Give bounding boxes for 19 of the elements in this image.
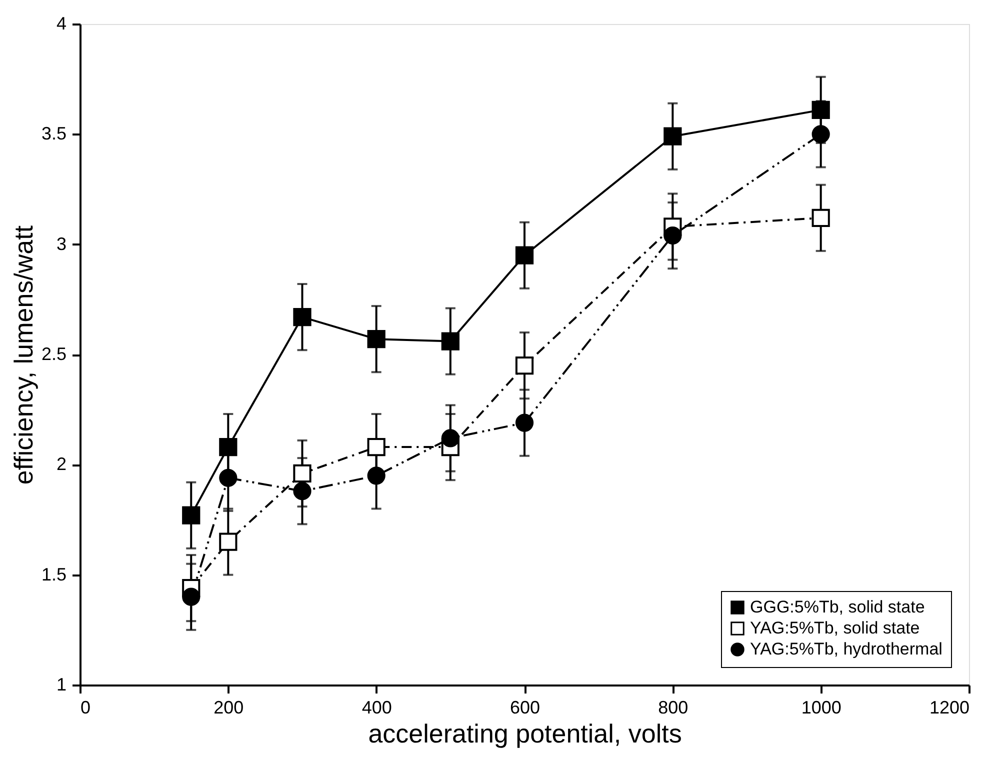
x-tick-label: 400 bbox=[362, 698, 392, 718]
y-tick-label: 1.5 bbox=[41, 564, 66, 584]
x-axis-title: accelerating potential, volts bbox=[368, 718, 682, 748]
legend-label: YAG:5%Tb, hydrothermal bbox=[750, 640, 942, 658]
y-tick-label: 2 bbox=[56, 454, 66, 474]
x-tick-label: 1200 bbox=[929, 698, 970, 718]
x-tick-label: 1000 bbox=[801, 698, 842, 718]
y-tick-label: 2.5 bbox=[41, 344, 66, 364]
y-tick-label: 4 bbox=[56, 14, 66, 34]
y-tick-label: 3.5 bbox=[41, 124, 66, 144]
x-tick-label: 600 bbox=[510, 698, 540, 718]
y-axis-title: efficiency, lumens/watt bbox=[8, 224, 38, 485]
x-tick-label: 800 bbox=[658, 698, 688, 718]
y-tick-label: 1 bbox=[56, 674, 66, 694]
y-tick-label: 3 bbox=[56, 234, 66, 254]
legend-label: YAG:5%Tb, solid state bbox=[750, 618, 920, 638]
legend-label: GGG:5%Tb, solid state bbox=[750, 598, 925, 616]
x-tick-label: 0 bbox=[80, 698, 91, 718]
x-tick-label: 200 bbox=[214, 698, 244, 718]
